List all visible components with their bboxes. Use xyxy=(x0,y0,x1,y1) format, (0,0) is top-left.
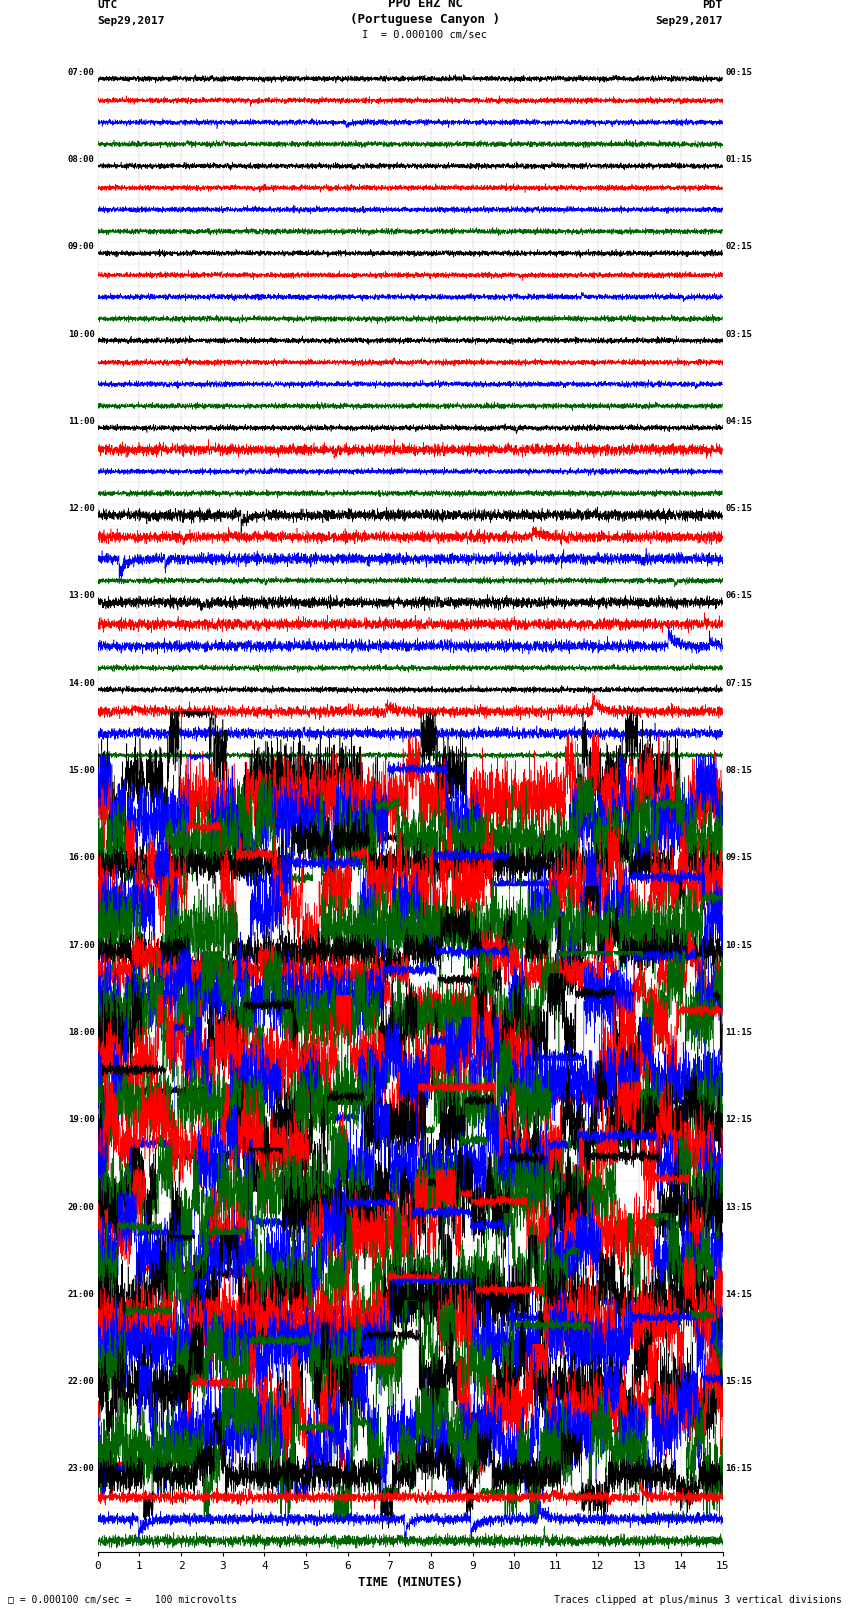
Text: 10:00: 10:00 xyxy=(68,329,94,339)
Text: 14:00: 14:00 xyxy=(68,679,94,687)
Text: 21:00: 21:00 xyxy=(68,1290,94,1298)
Text: UTC: UTC xyxy=(98,0,118,10)
Text: 01:15: 01:15 xyxy=(726,155,752,165)
Text: 00:15: 00:15 xyxy=(726,68,752,77)
Text: Sep29,2017: Sep29,2017 xyxy=(655,16,722,26)
Text: 17:00: 17:00 xyxy=(68,940,94,950)
Text: 16:00: 16:00 xyxy=(68,853,94,863)
Text: 11:00: 11:00 xyxy=(68,416,94,426)
Text: 13:15: 13:15 xyxy=(726,1203,752,1211)
Text: Sep29,2017: Sep29,2017 xyxy=(98,16,165,26)
Text: 13:00: 13:00 xyxy=(68,592,94,600)
Text: 06:15: 06:15 xyxy=(726,592,752,600)
Text: □ = 0.000100 cm/sec =    100 microvolts: □ = 0.000100 cm/sec = 100 microvolts xyxy=(8,1595,238,1605)
Text: 03:15: 03:15 xyxy=(726,329,752,339)
Text: 22:00: 22:00 xyxy=(68,1378,94,1386)
Text: 23:00: 23:00 xyxy=(68,1465,94,1473)
Text: 19:00: 19:00 xyxy=(68,1115,94,1124)
Text: 05:15: 05:15 xyxy=(726,505,752,513)
Text: 07:15: 07:15 xyxy=(726,679,752,687)
Text: I  = 0.000100 cm/sec: I = 0.000100 cm/sec xyxy=(362,31,488,40)
Text: 11:15: 11:15 xyxy=(726,1027,752,1037)
Text: 10:15: 10:15 xyxy=(726,940,752,950)
Text: 02:15: 02:15 xyxy=(726,242,752,252)
Text: PDT: PDT xyxy=(702,0,722,10)
Text: 14:15: 14:15 xyxy=(726,1290,752,1298)
Text: 09:15: 09:15 xyxy=(726,853,752,863)
X-axis label: TIME (MINUTES): TIME (MINUTES) xyxy=(358,1576,462,1589)
Text: PPO EHZ NC: PPO EHZ NC xyxy=(388,0,462,10)
Text: 20:00: 20:00 xyxy=(68,1203,94,1211)
Text: 12:15: 12:15 xyxy=(726,1115,752,1124)
Text: 09:00: 09:00 xyxy=(68,242,94,252)
Text: 08:00: 08:00 xyxy=(68,155,94,165)
Text: Traces clipped at plus/minus 3 vertical divisions: Traces clipped at plus/minus 3 vertical … xyxy=(553,1595,842,1605)
Text: 18:00: 18:00 xyxy=(68,1027,94,1037)
Text: 15:00: 15:00 xyxy=(68,766,94,776)
Text: 07:00: 07:00 xyxy=(68,68,94,77)
Text: 04:15: 04:15 xyxy=(726,416,752,426)
Text: (Portuguese Canyon ): (Portuguese Canyon ) xyxy=(350,13,500,26)
Text: 08:15: 08:15 xyxy=(726,766,752,776)
Text: 15:15: 15:15 xyxy=(726,1378,752,1386)
Text: 12:00: 12:00 xyxy=(68,505,94,513)
Text: 16:15: 16:15 xyxy=(726,1465,752,1473)
